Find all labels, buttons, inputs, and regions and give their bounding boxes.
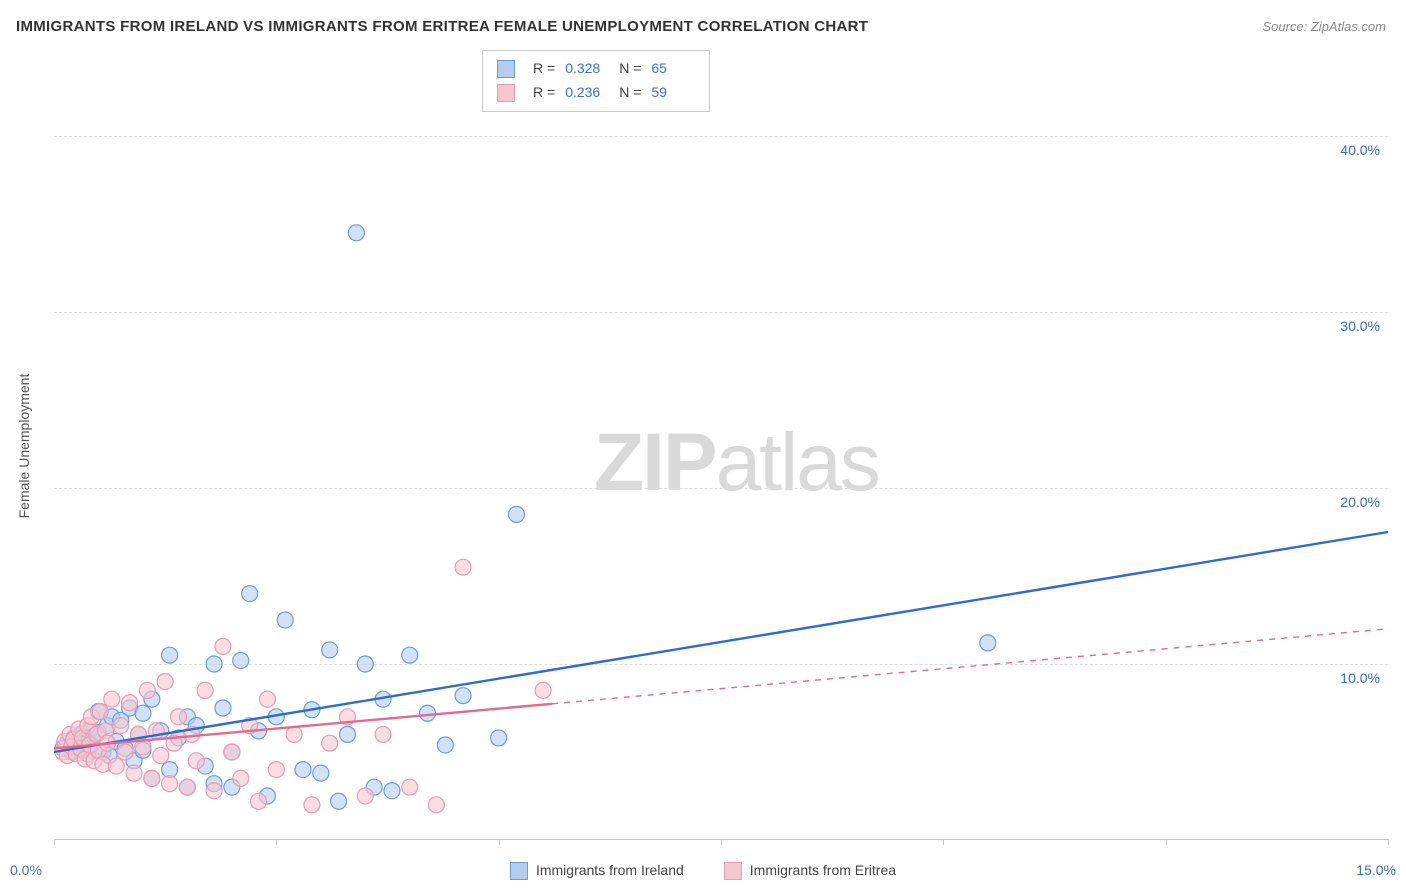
data-point xyxy=(295,762,311,778)
r-label: R = xyxy=(533,81,555,105)
legend-item: Immigrants from Ireland xyxy=(510,862,684,880)
x-tick xyxy=(1166,839,1167,845)
data-point xyxy=(535,682,551,698)
data-point xyxy=(122,695,138,711)
data-point xyxy=(215,638,231,654)
data-point xyxy=(384,783,400,799)
data-point xyxy=(157,674,173,690)
data-point xyxy=(251,793,267,809)
r-value: 0.236 xyxy=(565,81,609,105)
x-tick xyxy=(276,839,277,845)
data-point xyxy=(322,735,338,751)
data-point xyxy=(224,744,240,760)
data-point xyxy=(113,718,129,734)
n-value: 59 xyxy=(651,81,695,105)
data-point xyxy=(108,758,124,774)
n-label: N = xyxy=(619,57,641,81)
data-point xyxy=(215,700,231,716)
data-point xyxy=(259,691,275,707)
data-point xyxy=(277,612,293,628)
data-point xyxy=(402,647,418,663)
data-point xyxy=(206,783,222,799)
data-point xyxy=(92,704,108,720)
correlation-legend: R = 0.328 N = 65 R = 0.236 N = 59 xyxy=(482,50,710,112)
data-point xyxy=(162,776,178,792)
data-point xyxy=(139,682,155,698)
legend-label: Immigrants from Ireland xyxy=(536,862,684,878)
data-point xyxy=(153,748,169,764)
n-label: N = xyxy=(619,81,641,105)
legend-swatch xyxy=(510,862,528,880)
legend-row: R = 0.328 N = 65 xyxy=(497,57,695,81)
x-tick xyxy=(1388,839,1389,845)
n-value: 65 xyxy=(651,57,695,81)
source-prefix: Source: xyxy=(1262,19,1310,34)
y-axis-label: Female Unemployment xyxy=(16,374,32,519)
plot-area: ZIPatlas R =0.328N =65R =0.236N =59 10.0… xyxy=(54,48,1388,840)
trend-line-extension xyxy=(552,629,1388,704)
data-point xyxy=(357,656,373,672)
data-point xyxy=(126,765,142,781)
legend-swatch xyxy=(497,84,515,102)
source-attribution: Source: ZipAtlas.com xyxy=(1262,19,1386,34)
legend-label: Immigrants from Eritrea xyxy=(750,862,896,878)
data-point xyxy=(508,506,524,522)
data-point xyxy=(331,793,347,809)
data-point xyxy=(491,730,507,746)
data-point xyxy=(313,765,329,781)
legend-row: R = 0.236 N = 59 xyxy=(497,81,695,105)
data-point xyxy=(233,770,249,786)
data-point xyxy=(242,586,258,602)
y-tick-label: 40.0% xyxy=(1340,142,1380,158)
data-point xyxy=(197,682,213,698)
source-name: ZipAtlas.com xyxy=(1311,19,1386,34)
data-point xyxy=(117,744,133,760)
data-point xyxy=(162,647,178,663)
data-point xyxy=(428,797,444,813)
data-point xyxy=(375,726,391,742)
legend-swatch xyxy=(724,862,742,880)
data-point xyxy=(188,753,204,769)
data-point xyxy=(348,225,364,241)
r-value: 0.328 xyxy=(565,57,609,81)
chart-title: IMMIGRANTS FROM IRELAND VS IMMIGRANTS FR… xyxy=(16,18,868,35)
y-tick-label: 10.0% xyxy=(1340,670,1380,686)
legend-swatch xyxy=(497,60,515,78)
data-point xyxy=(455,559,471,575)
data-point xyxy=(171,709,187,725)
data-point xyxy=(286,726,302,742)
data-point xyxy=(980,635,996,651)
data-point xyxy=(357,788,373,804)
trend-line xyxy=(54,532,1388,752)
legend-item: Immigrants from Eritrea xyxy=(724,862,896,880)
x-tick xyxy=(499,839,500,845)
data-point xyxy=(322,642,338,658)
x-tick xyxy=(943,839,944,845)
x-tick-label-min: 0.0% xyxy=(10,862,42,878)
data-point xyxy=(135,705,151,721)
y-tick-label: 20.0% xyxy=(1340,494,1380,510)
data-point xyxy=(402,779,418,795)
data-point xyxy=(268,762,284,778)
chart-svg xyxy=(54,48,1388,839)
x-tick xyxy=(721,839,722,845)
data-point xyxy=(437,737,453,753)
data-point xyxy=(339,726,355,742)
r-label: R = xyxy=(533,57,555,81)
x-tick xyxy=(54,839,55,845)
data-point xyxy=(455,688,471,704)
data-point xyxy=(304,797,320,813)
data-point xyxy=(144,770,160,786)
data-point xyxy=(233,652,249,668)
x-tick-label-max: 15.0% xyxy=(1356,862,1396,878)
y-tick-label: 30.0% xyxy=(1340,318,1380,334)
data-point xyxy=(206,656,222,672)
data-point xyxy=(179,779,195,795)
data-point xyxy=(104,691,120,707)
chart-header: IMMIGRANTS FROM IRELAND VS IMMIGRANTS FR… xyxy=(16,18,1386,35)
series-legend: Immigrants from Ireland Immigrants from E… xyxy=(510,862,896,880)
